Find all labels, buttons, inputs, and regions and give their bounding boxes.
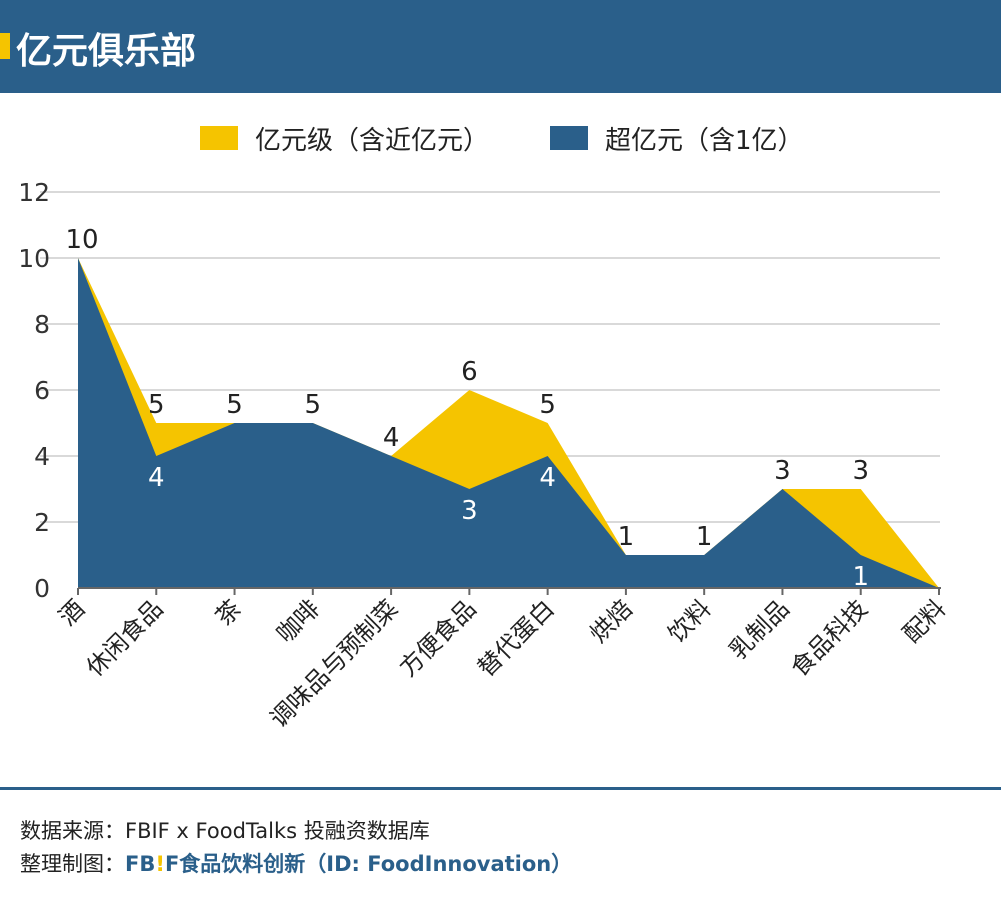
- data-label: 3: [461, 496, 478, 526]
- credit-label: 整理制图：: [20, 852, 125, 876]
- y-tick-label: 10: [18, 244, 50, 273]
- x-tick-label: 茶: [210, 594, 247, 631]
- data-label: 5: [305, 390, 322, 420]
- x-tick-label: 食品科技: [785, 594, 873, 682]
- x-tick-label: 咖啡: [271, 594, 325, 648]
- y-tick-label: 8: [34, 310, 50, 339]
- y-tick-label: 12: [18, 178, 50, 207]
- page-title: 亿元俱乐部: [16, 31, 197, 72]
- y-tick-label: 4: [34, 442, 50, 471]
- data-label: 4: [539, 463, 556, 493]
- legend-label-yellow: 亿元级（含近亿元）: [255, 126, 490, 156]
- data-label: 1: [618, 522, 635, 552]
- area-chart: 024681012酒休闲食品茶咖啡调味品与预制菜方便食品替代蛋白 烘焙 饮料 乳制品食…: [18, 178, 952, 733]
- area-blue: [78, 258, 939, 588]
- y-tick-label: 2: [34, 508, 50, 537]
- x-tick-label: 配料: [898, 594, 952, 648]
- y-tick-label: 6: [34, 376, 50, 405]
- x-tick-label: 乳制品: [724, 594, 795, 665]
- data-label: 5: [539, 390, 556, 420]
- footer-divider: [0, 787, 1001, 790]
- data-label: 1: [696, 522, 713, 552]
- x-tick-label: 方便食品: [394, 594, 482, 682]
- data-source: 数据来源：FBIF x FoodTalks 投融资数据库: [20, 819, 430, 843]
- x-tick-label: 饮料: [663, 594, 717, 648]
- x-tick-label: 酒: [53, 594, 90, 631]
- data-label: 3: [774, 456, 791, 486]
- x-tick-label: 休闲食品: [81, 594, 169, 682]
- chart-legend: 亿元级（含近亿元） 超亿元（含1亿）: [0, 118, 1001, 158]
- credit-name: 食品饮料创新（ID: FoodInnovation）: [179, 852, 573, 876]
- data-label: 1: [852, 562, 869, 592]
- header-bar: 亿元俱乐部: [0, 0, 1001, 93]
- fbif-logo: FB!F: [125, 852, 180, 876]
- header-accent-mark: [0, 33, 10, 59]
- legend-swatch-yellow: [200, 126, 238, 150]
- data-label: 5: [148, 390, 165, 420]
- legend-swatch-blue: [550, 126, 588, 150]
- y-tick-label: 0: [34, 574, 50, 603]
- x-tick-label: 烘焙: [584, 594, 638, 648]
- data-label: 3: [852, 456, 869, 486]
- data-label: 6: [461, 357, 478, 387]
- data-label: 4: [148, 463, 165, 493]
- legend-label-blue: 超亿元（含1亿）: [605, 126, 804, 156]
- x-tick-label: 替代蛋白: [472, 594, 560, 682]
- credit-line: 整理制图：FB!F食品饮料创新（ID: FoodInnovation）: [20, 848, 572, 878]
- data-label: 4: [383, 423, 400, 453]
- data-label: 5: [226, 390, 243, 420]
- data-label: 10: [65, 225, 98, 255]
